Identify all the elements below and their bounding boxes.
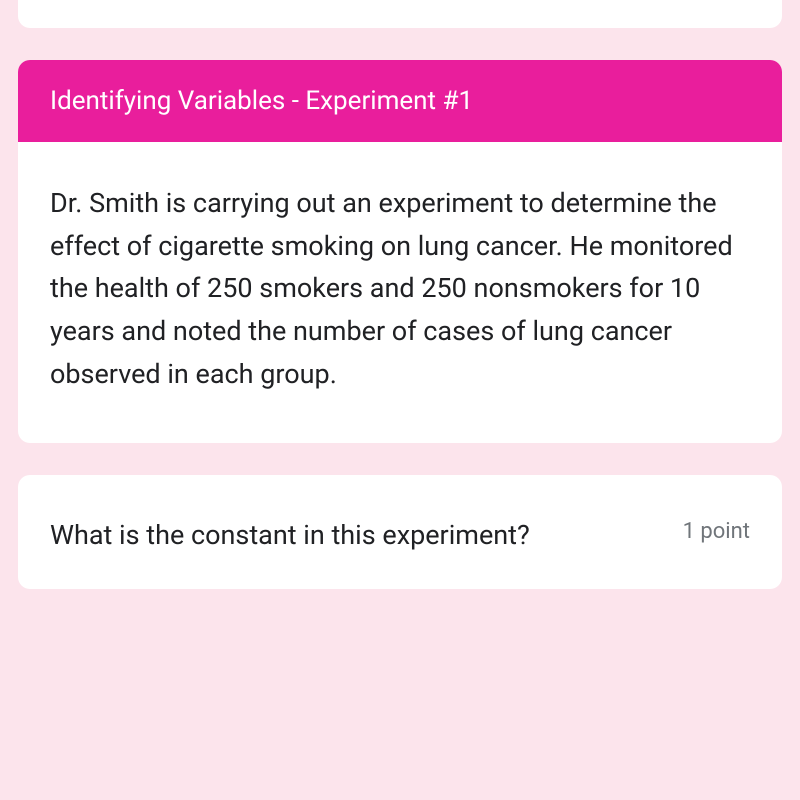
question-points: 1 point <box>683 519 750 544</box>
section-header: Identifying Variables - Experiment #1 <box>18 60 782 142</box>
question-card[interactable]: What is the constant in this experiment?… <box>18 475 782 589</box>
section-card: Identifying Variables - Experiment #1 Dr… <box>18 60 782 443</box>
section-body: Dr. Smith is carrying out an experiment … <box>18 142 782 443</box>
previous-card-bottom <box>18 0 782 28</box>
question-text: What is the constant in this experiment? <box>50 515 683 557</box>
section-title: Identifying Variables - Experiment #1 <box>50 86 473 116</box>
section-description: Dr. Smith is carrying out an experiment … <box>50 182 750 395</box>
